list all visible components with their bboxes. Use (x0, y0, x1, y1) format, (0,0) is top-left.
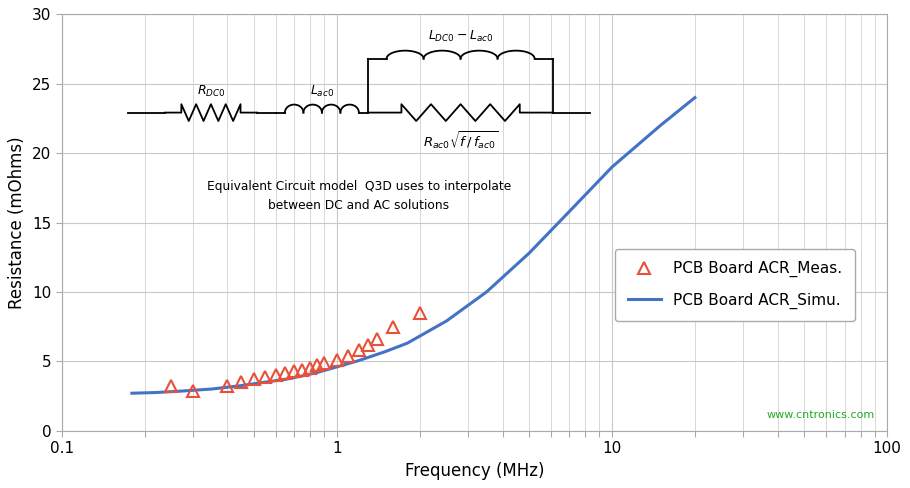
Text: www.cntronics.com: www.cntronics.com (766, 410, 875, 420)
X-axis label: Frequency (MHz): Frequency (MHz) (405, 462, 544, 480)
Legend: PCB Board ACR_Meas., PCB Board ACR_Simu.: PCB Board ACR_Meas., PCB Board ACR_Simu. (615, 249, 854, 321)
Y-axis label: Resistance (mOhms): Resistance (mOhms) (8, 136, 26, 309)
